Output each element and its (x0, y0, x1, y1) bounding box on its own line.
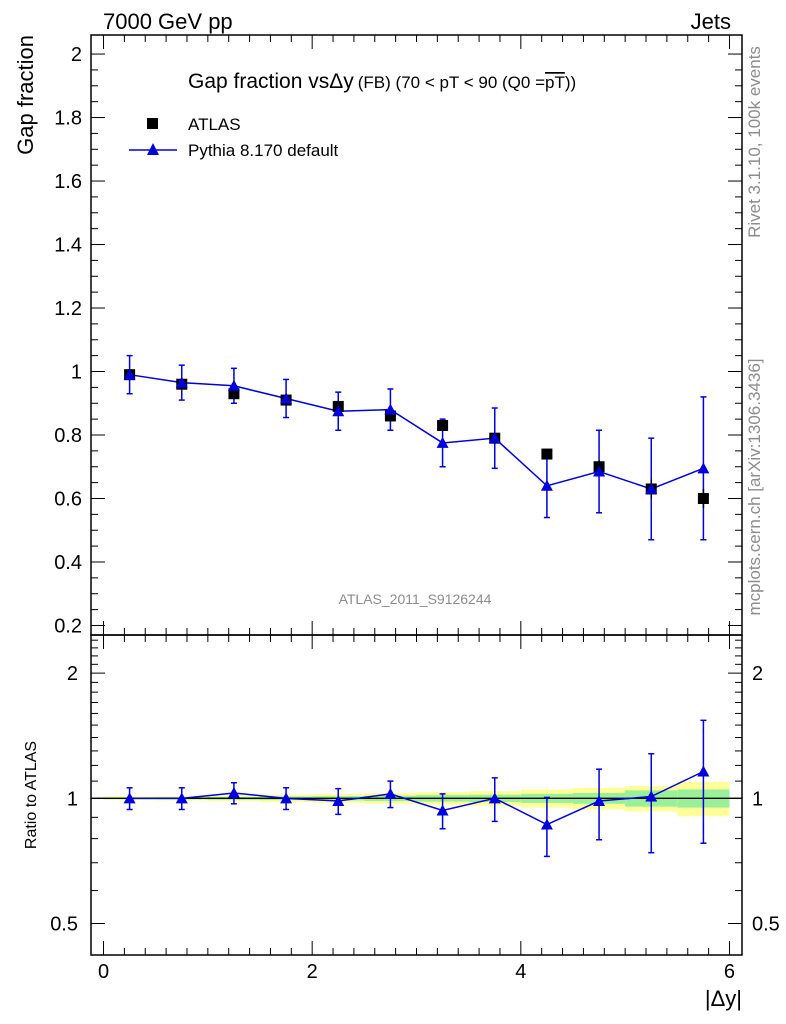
ratio-pythia-point (488, 792, 501, 804)
ratio-pythia-point (697, 765, 710, 777)
x-tick-label: 4 (515, 961, 526, 983)
ratio-pythia-point (436, 804, 449, 816)
ratio-pythia-point (645, 790, 658, 802)
atlas-point (384, 410, 396, 422)
ratio-pythia-line (129, 770, 704, 826)
atlas-point (541, 448, 553, 460)
main-y-tick-label: 0.2 (54, 615, 82, 637)
legend-label-pythia: Pythia 8.170 default (188, 141, 339, 160)
ratio-pythia-point (332, 795, 345, 807)
atlas-point (228, 388, 240, 400)
mcplots-label: mcplots.cern.ch [arXiv:1306.3436] (745, 358, 764, 615)
ratio-pythia-point (384, 787, 397, 799)
main-y-tick-label: 2 (71, 44, 82, 66)
x-axis-label: |Δy| (705, 986, 742, 1011)
header-process-label: Jets (691, 9, 731, 34)
plot-title: Gap fraction vsΔy (FB) (70 < pT < 90 (Q0 … (188, 70, 576, 93)
title-close: )) (565, 73, 576, 92)
ratio-y-tick-label-right: 1 (752, 788, 763, 810)
main-y-tick-label: 1 (71, 362, 82, 384)
atlas-point (697, 492, 709, 504)
main-y-tick-label: 0.4 (54, 552, 82, 574)
ratio-pythia-point (593, 795, 606, 807)
main-y-tick-label: 0.8 (54, 425, 82, 447)
legend: ATLAS Pythia 8.170 default (129, 115, 339, 160)
pythia-point (123, 368, 136, 380)
rivet-version-label: Rivet 3.1.10, 100k events (745, 46, 764, 238)
title-delta: Δy (329, 70, 354, 93)
ratio-y-tick-label-right: 2 (752, 663, 763, 685)
data-marks (123, 354, 710, 858)
ratio-y-tick-label: 1 (67, 788, 78, 810)
ratio-pythia-point (280, 792, 293, 804)
ratio-pythia-point (227, 786, 240, 798)
pythia-point (227, 379, 240, 391)
ratio-y-tick-label: 0.5 (50, 914, 78, 936)
pythia-point (540, 479, 553, 491)
x-tick-label: 6 (724, 961, 735, 983)
ratio-pythia-point (540, 818, 553, 830)
main-y-tick-label: 0.6 (54, 488, 82, 510)
title-q0: pT (545, 73, 565, 92)
ratio-y-tick-label-right: 0.5 (752, 914, 780, 936)
pythia-point (175, 376, 188, 388)
header-energy-label: 7000 GeV pp (103, 9, 233, 34)
ratio-uncertainty-band (103, 781, 730, 817)
atlas-point (437, 419, 449, 431)
pythia-point (697, 462, 710, 474)
main-y-tick-label: 1.6 (54, 171, 82, 193)
pythia-line (129, 373, 704, 490)
ratio-y-tick-label: 2 (67, 663, 78, 685)
pythia-point (488, 432, 501, 444)
analysis-watermark: ATLAS_2011_S9126244 (339, 591, 492, 607)
legend-marker-atlas (147, 118, 158, 129)
legend-label-atlas: ATLAS (188, 115, 241, 134)
title-main: Gap fraction vs (188, 70, 329, 93)
main-y-tick-label: 1.8 (54, 108, 82, 130)
pythia-point (593, 465, 606, 477)
ratio-pythia-point (123, 792, 136, 804)
main-y-axis-label: Gap fraction (13, 35, 38, 155)
title-detail: (FB) (70 < pT < 90 (Q0 = (358, 73, 545, 92)
pythia-point (645, 482, 658, 494)
main-y-tick-label: 1.2 (54, 298, 82, 320)
x-tick-label: 2 (307, 961, 318, 983)
axes: 0.2 0.4 0.6 0.8 1 1.2 1.4 1.6 1.8 2 0 2 4 6 0.5 0.5 1 1 2 2 (50, 34, 780, 983)
pythia-point (332, 405, 345, 417)
pythia-point (436, 436, 449, 448)
pythia-point (280, 392, 293, 404)
ratio-pythia-point (175, 792, 188, 804)
x-tick-label: 0 (98, 961, 109, 983)
ratio-y-axis-label: Ratio to ATLAS (23, 741, 40, 849)
main-y-tick-label: 1.4 (54, 235, 82, 257)
pythia-point (384, 403, 397, 415)
legend-marker-pythia (147, 143, 159, 155)
